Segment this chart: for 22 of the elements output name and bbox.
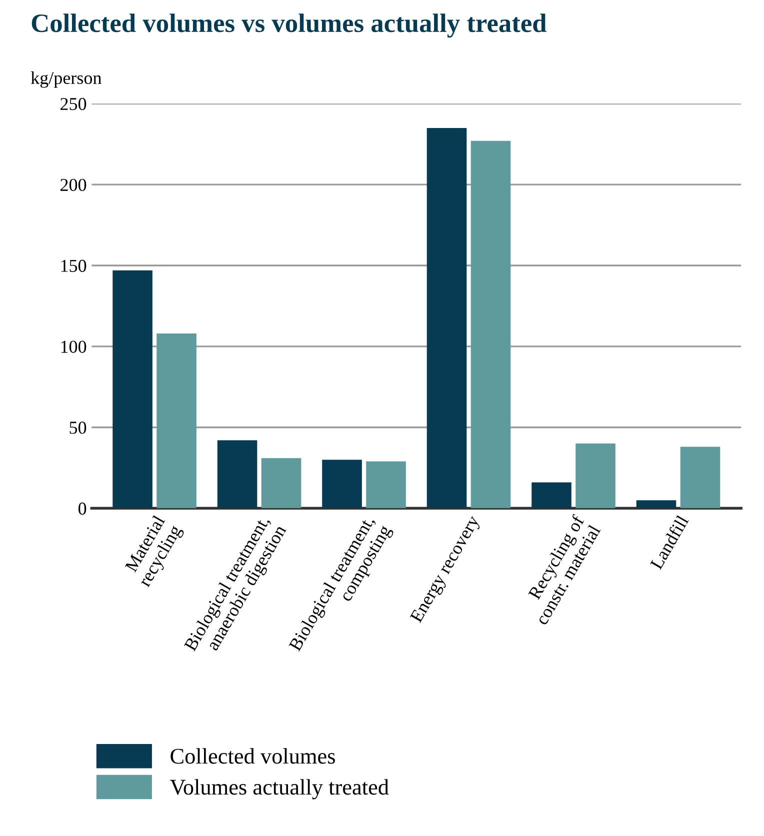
- bar: [322, 460, 362, 508]
- y-axis-title: kg/person: [30, 71, 102, 88]
- bar: [366, 461, 406, 508]
- bar: [680, 446, 720, 508]
- bar: [156, 333, 196, 508]
- y-tick-label: 150: [61, 260, 86, 272]
- bar: [576, 444, 616, 508]
- y-tick-label: 200: [60, 178, 86, 192]
- bar: [470, 140, 511, 508]
- bar: [261, 458, 302, 508]
- bar: [532, 482, 572, 508]
- y-tick-label: 100: [61, 340, 86, 353]
- legend-label: Collected volumes: [170, 748, 335, 764]
- chart-title: Collected volumes vs volumes actually treated: [32, 14, 546, 38]
- y-tick-label: 50: [70, 422, 86, 434]
- bar: [217, 440, 258, 508]
- y-tick-label: 0: [78, 502, 86, 515]
- bar: [636, 500, 676, 508]
- bar: [426, 128, 467, 508]
- bar: [112, 270, 152, 508]
- y-tick-label: 250: [60, 98, 86, 110]
- legend-label: Volumes actually treated: [170, 779, 389, 800]
